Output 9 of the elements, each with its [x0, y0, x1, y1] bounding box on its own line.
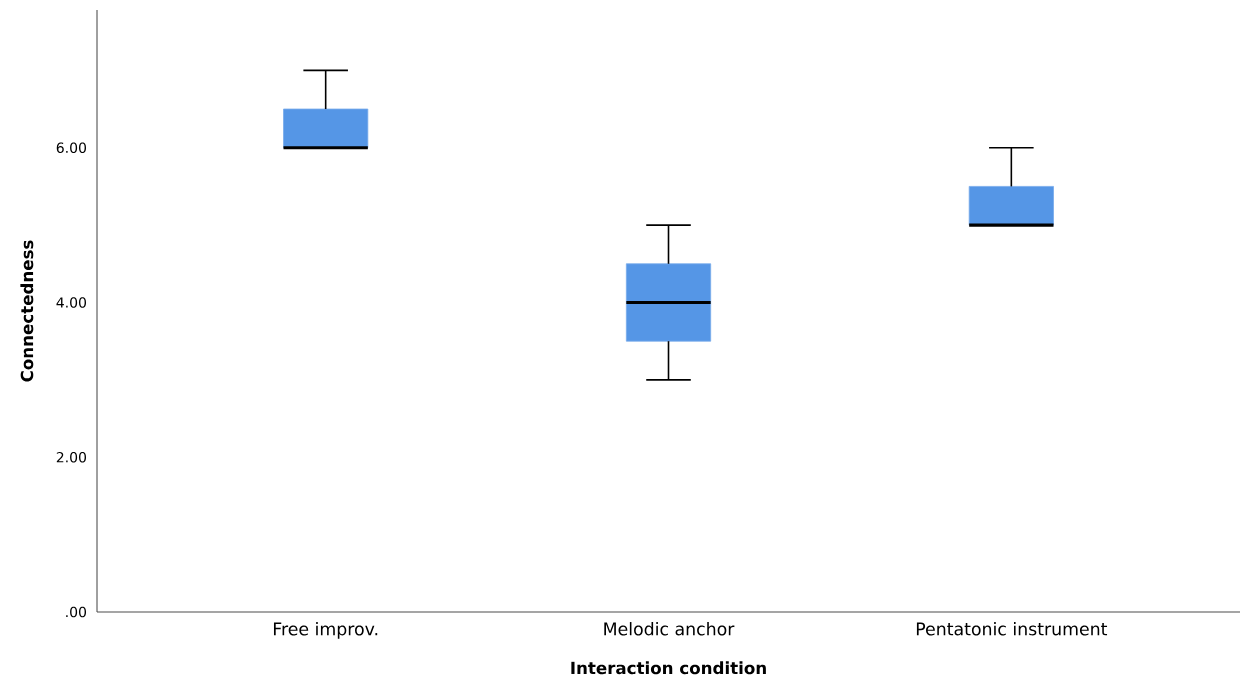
y-tick-label: 2.00	[56, 451, 87, 463]
x-axis-title: Interaction condition	[571, 661, 766, 675]
x-tick-label: Melodic anchor	[604, 622, 735, 636]
y-axis-title: Connectedness	[20, 240, 34, 382]
x-tick-label: Pentatonic instrument	[916, 622, 1108, 636]
y-tick-label: .00	[66, 606, 87, 618]
x-tick-label: Free improv.	[273, 622, 378, 639]
y-tick-label: 6.00	[56, 142, 87, 154]
y-tick-label: 4.00	[56, 297, 87, 308]
